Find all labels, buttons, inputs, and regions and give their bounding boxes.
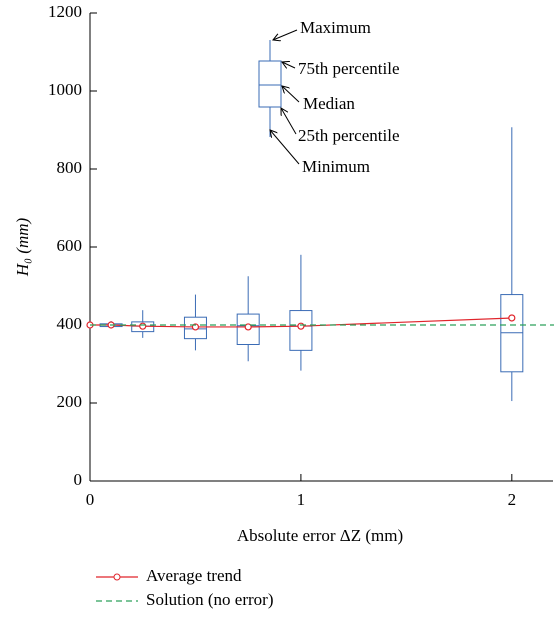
point	[297, 322, 305, 330]
annotation: Minimum	[302, 157, 370, 176]
point	[139, 322, 147, 330]
annotation: Maximum	[300, 18, 371, 37]
x-axis-label: Absolute error ΔZ (mm)	[237, 526, 403, 545]
y-tick-label: 0	[74, 470, 83, 489]
y-tick-label: 600	[57, 236, 83, 255]
y-tick-label: 800	[57, 158, 83, 177]
legend-marker	[113, 573, 121, 581]
point	[508, 314, 516, 322]
y-tick-label: 1000	[48, 80, 82, 99]
box	[183, 316, 207, 340]
box	[236, 313, 260, 345]
y-tick-label: 1200	[48, 2, 82, 21]
key-arrows	[270, 29, 300, 165]
x-tick-label: 0	[86, 490, 95, 509]
point	[244, 323, 252, 331]
legend-label: Average trend	[146, 566, 242, 585]
x-tick-label: 1	[297, 490, 306, 509]
annotation: 75th percentile	[298, 59, 400, 78]
legend-label: Solution (no error)	[146, 590, 273, 609]
box-key	[258, 40, 282, 137]
y-tick-label: 200	[57, 392, 83, 411]
annotation: Median	[303, 94, 355, 113]
annotation: 25th percentile	[298, 126, 400, 145]
x-tick-label: 2	[508, 490, 517, 509]
box	[289, 310, 313, 351]
y-axis-label: H₀ (mm)	[13, 218, 32, 278]
y-tick-label: 400	[57, 314, 83, 333]
